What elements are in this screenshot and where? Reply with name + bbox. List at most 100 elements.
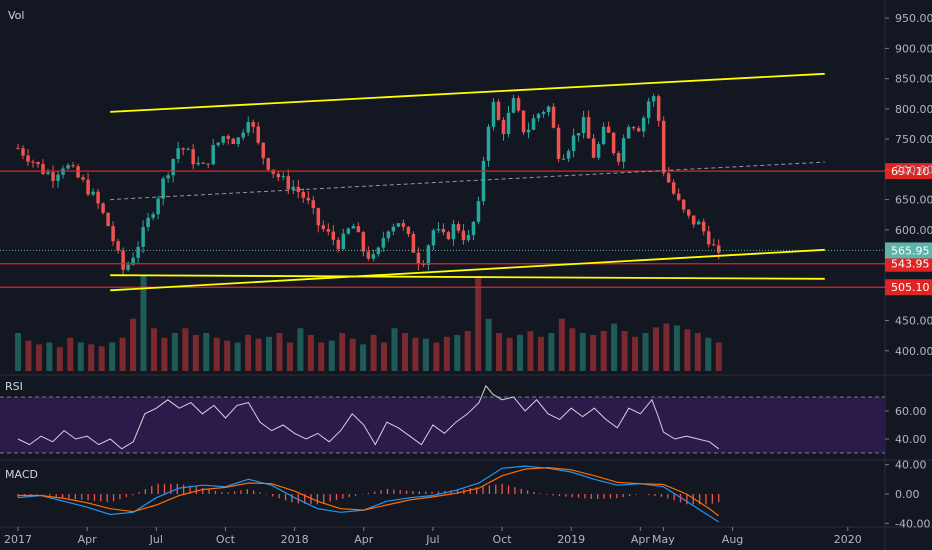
horizontal-levels: 697.10 543.95 505.10 565.95 — [0, 163, 932, 296]
candle-body — [636, 128, 641, 132]
candle-body — [591, 138, 596, 158]
candle-body — [406, 226, 411, 234]
volume-bar — [652, 327, 659, 371]
candle-body — [471, 221, 476, 235]
candle-body — [346, 228, 351, 234]
volume-bar — [171, 333, 178, 371]
candle-body — [301, 191, 306, 198]
candle-body — [391, 226, 396, 232]
rsi-panel-background — [0, 396, 885, 454]
volume-bar — [286, 342, 293, 371]
level-label-bg — [885, 255, 932, 272]
candle-body — [456, 224, 461, 231]
candle-body — [466, 234, 471, 241]
volume-bar — [360, 344, 367, 371]
candle-body — [201, 162, 205, 164]
candle-body — [181, 148, 185, 150]
candle-body — [501, 119, 506, 135]
candle-body — [666, 173, 671, 183]
candle-body — [371, 254, 376, 259]
volume-bar — [109, 342, 116, 371]
candle-body — [31, 161, 35, 163]
candle-body — [611, 132, 616, 154]
volume-bar — [245, 334, 252, 371]
volume-bar — [401, 333, 408, 371]
candle-body — [106, 212, 110, 227]
candle-body — [586, 117, 591, 139]
candle-body — [411, 233, 416, 253]
candle-body — [716, 245, 721, 253]
candle-body — [246, 122, 250, 133]
volume-bar — [349, 338, 356, 371]
volume-bar — [715, 342, 722, 371]
time-axis[interactable]: 2017 Apr Jul Oct 2018 Apr Jul Oct 2019 Apr May Aug 2… — [4, 527, 862, 546]
volume-bar — [632, 336, 639, 371]
candle-body — [441, 229, 446, 233]
volume-bar — [318, 342, 325, 371]
candle-body — [76, 166, 80, 178]
candle-body — [651, 96, 656, 102]
candle-body — [596, 144, 601, 158]
candle-body — [436, 229, 441, 231]
volume-bar — [266, 336, 273, 371]
x-tick-label: Oct — [493, 533, 513, 546]
price-panel-title: Vol — [8, 9, 24, 22]
level-label: 543.95 — [891, 258, 930, 271]
volume-bar — [370, 334, 377, 371]
candle-body — [56, 174, 60, 181]
candle-body — [296, 186, 301, 192]
price-axis[interactable]: 950.00 900.00 850.00 800.00 750.00 700.00 650.… — [885, 12, 932, 530]
y-tick-label: 700.00 — [895, 163, 932, 176]
candle-body — [121, 250, 125, 270]
candle-body — [146, 217, 150, 228]
candle-body — [111, 226, 115, 242]
candle-body — [36, 162, 40, 165]
candle-body — [171, 158, 175, 176]
candle-body — [356, 226, 361, 233]
volume-bar — [150, 328, 157, 371]
candle-body — [186, 149, 190, 151]
y-tick-label: 600.00 — [895, 224, 932, 237]
level-label-bg — [885, 279, 932, 296]
candle-body — [711, 244, 716, 246]
candle-body — [361, 232, 366, 252]
candle-body — [241, 132, 245, 138]
candle-body — [546, 106, 551, 113]
current-price-label-bg — [885, 242, 932, 259]
volume-bar — [590, 334, 597, 371]
candle-body — [311, 200, 316, 209]
level-label: 505.10 — [891, 281, 930, 294]
volume-bar — [663, 323, 670, 371]
candle-body — [46, 172, 50, 174]
candle-body — [316, 208, 321, 226]
current-price-label: 565.95 — [891, 244, 930, 257]
candle-body — [206, 163, 210, 165]
volume-bar — [88, 344, 95, 371]
candle-body — [481, 160, 486, 202]
volume-bar — [297, 328, 304, 371]
x-tick-label: Apr — [631, 533, 651, 546]
candle-body — [506, 112, 511, 135]
candle-body — [231, 138, 235, 145]
candle-body — [331, 231, 336, 240]
candle-body — [491, 101, 496, 127]
volume-bar — [475, 276, 482, 371]
candle-body — [196, 162, 200, 165]
candle-body — [381, 238, 386, 248]
x-tick-label: Jul — [425, 533, 439, 546]
candle-body — [701, 221, 706, 232]
candle-body — [91, 191, 95, 195]
candle-body — [101, 203, 105, 213]
volume-bar — [234, 342, 241, 371]
candle-body — [226, 136, 230, 139]
x-tick-label: 2019 — [557, 533, 585, 546]
volume-bar — [25, 340, 32, 371]
x-tick-label: Aug — [722, 533, 743, 546]
candle-body — [116, 241, 120, 251]
candle-body — [261, 142, 266, 159]
candle-body — [616, 153, 621, 162]
candle-body — [416, 252, 421, 264]
candle-body — [661, 120, 666, 174]
volume-bar — [255, 338, 262, 371]
y-tick-label: 800.00 — [895, 103, 932, 116]
